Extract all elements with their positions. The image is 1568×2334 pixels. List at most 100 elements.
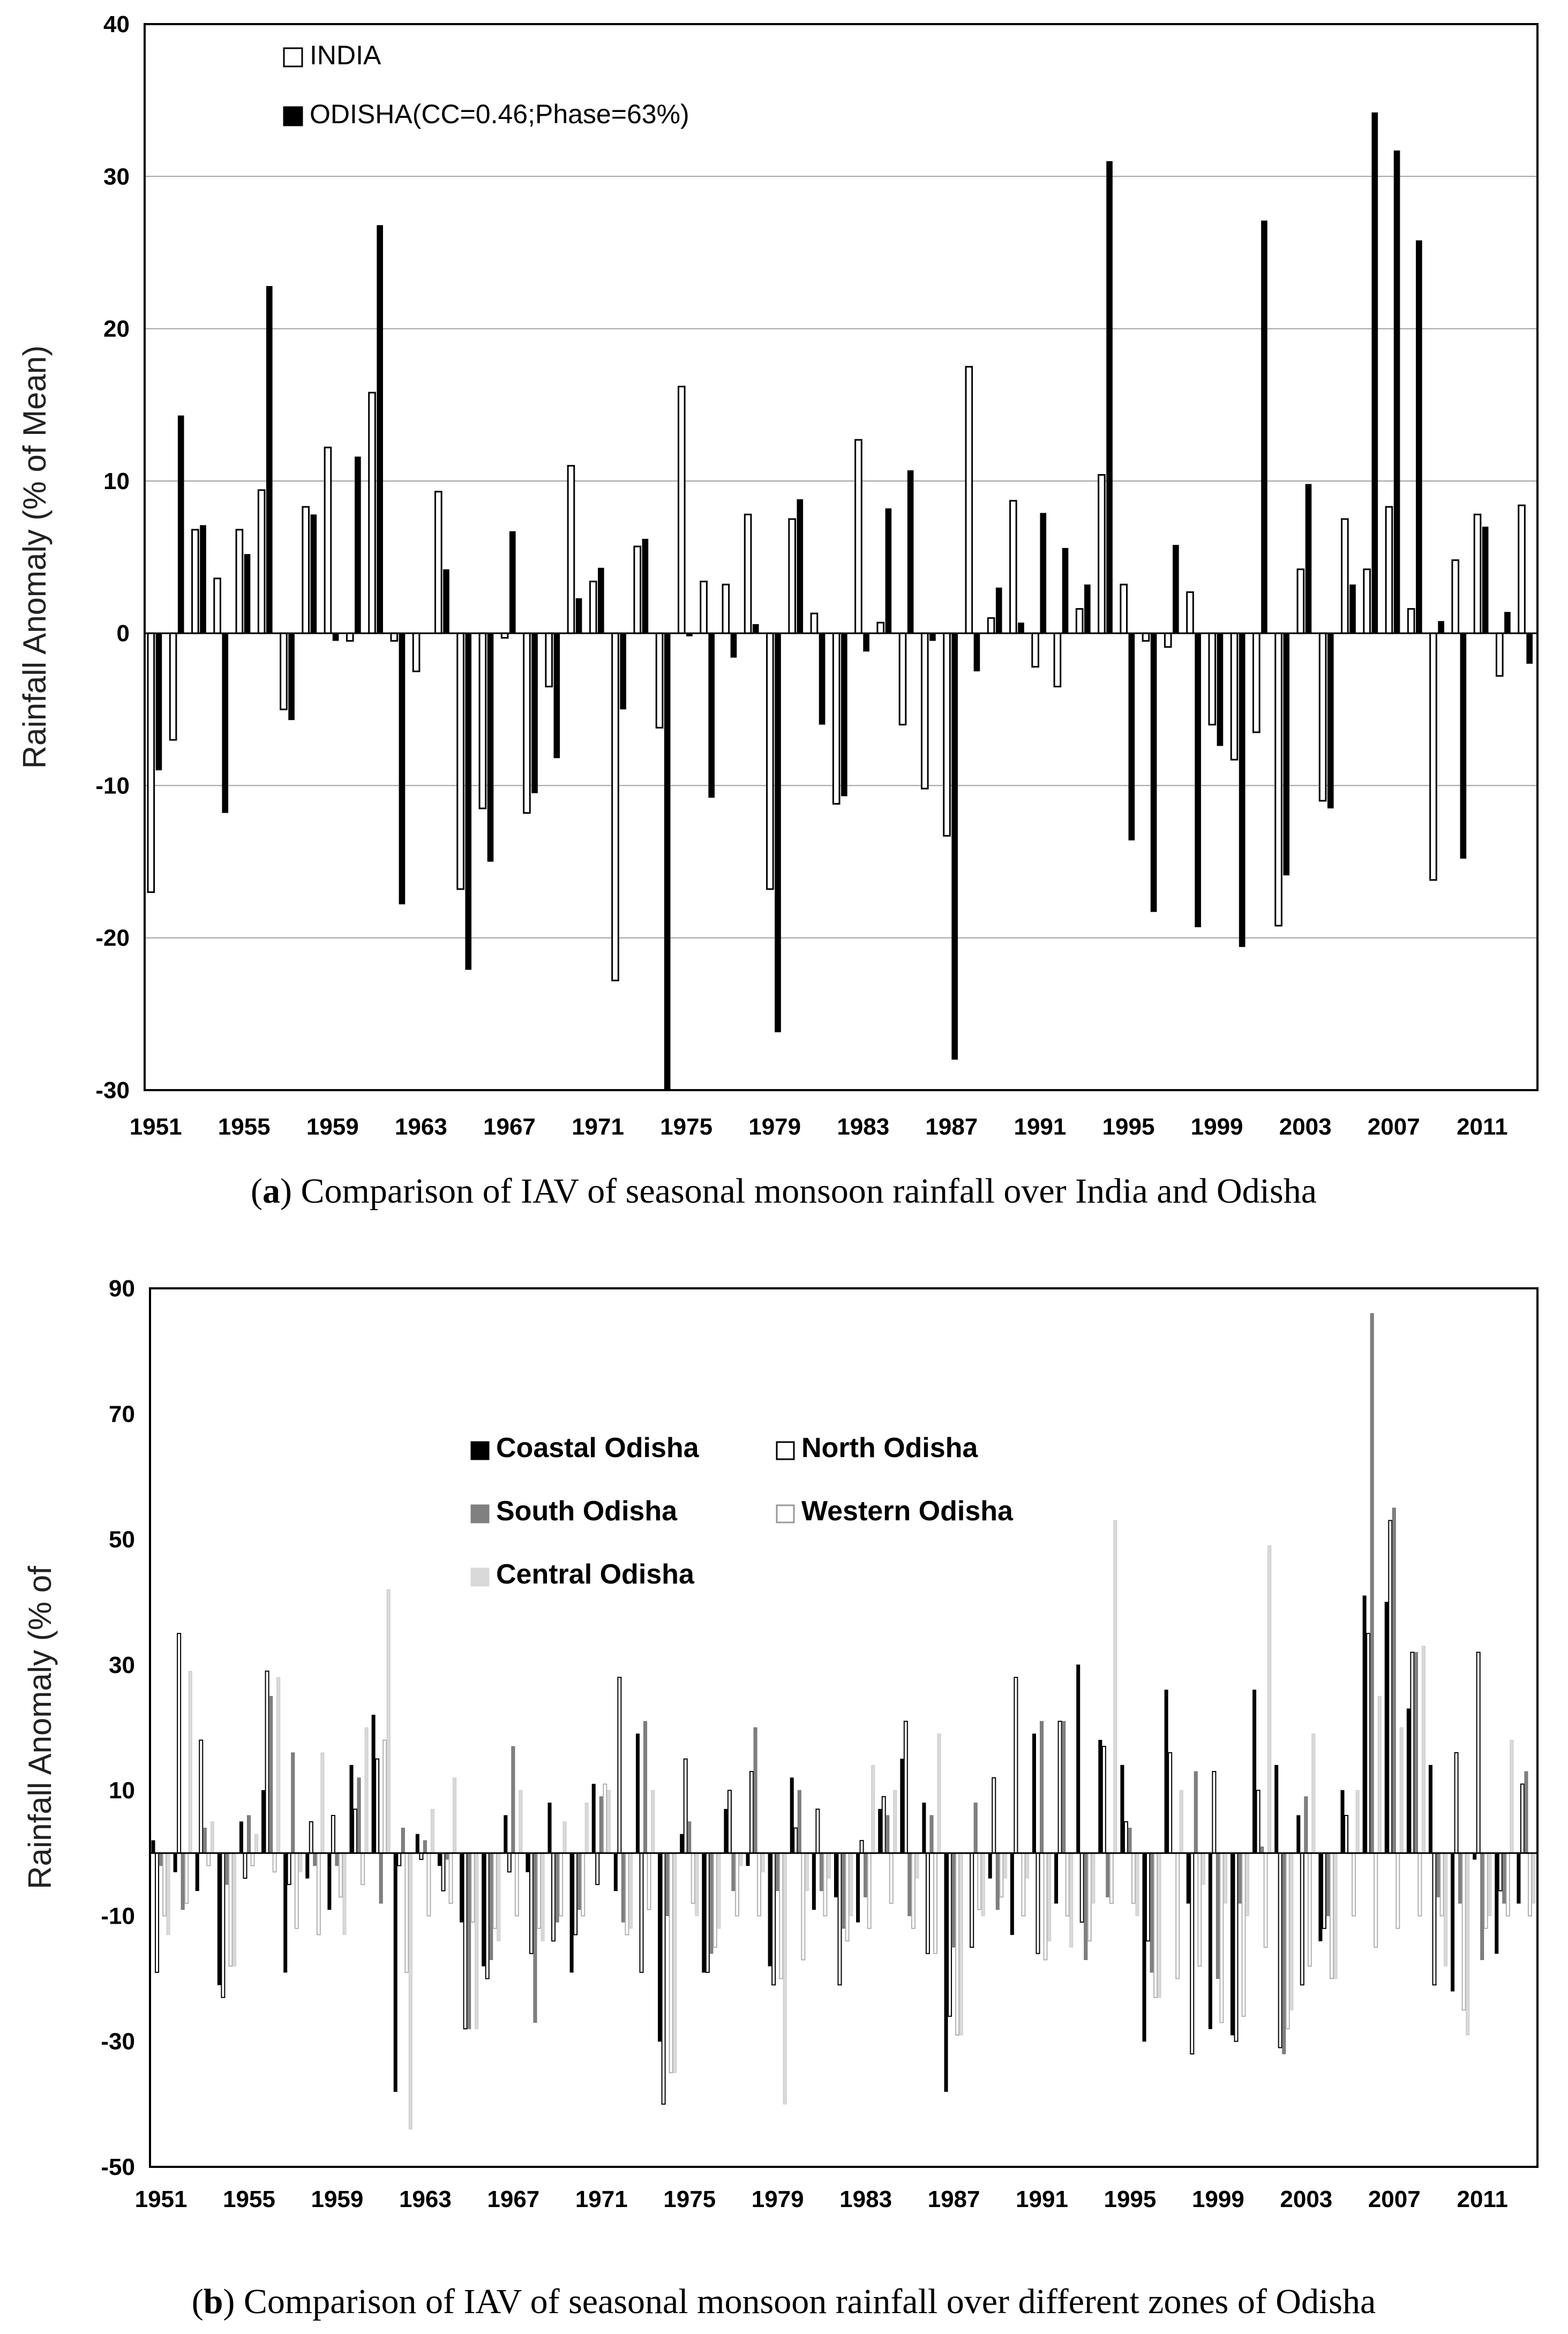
bar-north-odisha-1961 [375,1758,380,1854]
bar-coastal-odisha-1997 [1164,1690,1168,1853]
bar-coastal-odisha-2001 [1252,1690,1257,1853]
bar-india-1962 [390,632,399,642]
bar-south-odisha-1967 [511,1746,515,1853]
bar-central-odisha-1981 [827,1852,831,1879]
bar-coastal-odisha-1966 [482,1852,486,1967]
bar-western-odisha-2011 [1483,1852,1488,1929]
bar-north-odisha-1965 [463,1852,468,2030]
bar-coastal-odisha-1980 [790,1777,794,1853]
x-tick-label: 1955 [223,2186,275,2212]
bar-odisha-cc-0-46-phase-63-1957 [288,633,295,721]
bar-central-odisha-1972 [628,1852,633,1929]
x-tick-label: 2003 [1279,1114,1332,1140]
bar-south-odisha-2004 [1326,1852,1330,1916]
bar-north-odisha-2005 [1344,1815,1349,1854]
bar-western-odisha-1960 [361,1852,365,1885]
bar-south-odisha-1954 [224,1852,229,1885]
bar-coastal-odisha-2012 [1495,1852,1499,1954]
bar-coastal-odisha-1979 [768,1852,772,1967]
bar-western-odisha-1973 [647,1852,651,1910]
bar-central-odisha-1969 [562,1821,567,1853]
bar-india-1980 [788,518,796,634]
bar-central-odisha-1957 [298,1852,303,1872]
bar-south-odisha-1972 [621,1852,625,1923]
bar-western-odisha-1952 [184,1852,189,1904]
chart-a-legend: INDIA ODISHA(CC=0.46;Phase=63%) [283,40,689,129]
bar-india-1976 [700,580,708,634]
y-tick-label: -10 [101,1903,135,1929]
bar-odisha-cc-0-46-phase-63-1974 [664,633,671,1090]
bar-western-odisha-1976 [712,1852,717,1948]
bar-coastal-odisha-2006 [1362,1595,1367,1853]
bar-odisha-cc-0-46-phase-63-2003 [1305,484,1312,634]
bar-western-odisha-1981 [823,1852,828,1917]
bar-odisha-cc-0-46-phase-63-1955 [244,554,251,634]
bar-india-2004 [1318,632,1327,802]
bar-coastal-odisha-1986 [922,1803,926,1853]
bar-western-odisha-1998 [1197,1852,1202,1967]
chart-b-y-axis-label: Rainfall Anomaly (% of [22,1566,58,1889]
bar-odisha-cc-0-46-phase-63-1966 [487,633,494,862]
x-tick-label: 1959 [311,2186,363,2212]
bar-south-odisha-1975 [687,1821,692,1853]
bar-coastal-odisha-1993 [1076,1664,1081,1853]
x-tick-label: 1975 [660,1114,712,1140]
bar-odisha-cc-0-46-phase-63-1951 [155,633,162,770]
bar-south-odisha-1960 [357,1777,361,1853]
bar-odisha-cc-0-46-phase-63-1995 [1128,633,1135,840]
bar-western-odisha-2007 [1396,1852,1400,1929]
bar-north-odisha-1952 [177,1633,182,1854]
bar-south-odisha-1995 [1128,1827,1132,1853]
bar-western-odisha-2005 [1352,1852,1356,1917]
bar-central-odisha-1986 [937,1733,941,1853]
bar-north-odisha-1963 [419,1852,424,1860]
bar-coastal-odisha-1996 [1142,1852,1146,2042]
bar-western-odisha-1988 [977,1852,982,1910]
bar-coastal-odisha-1972 [613,1852,618,1892]
bar-coastal-odisha-1956 [261,1790,266,1853]
bar-western-odisha-1957 [294,1852,299,1929]
legend-swatch [776,1504,795,1524]
bar-central-odisha-1968 [541,1852,545,1941]
bar-odisha-cc-0-46-phase-63-1953 [200,525,206,634]
bar-south-odisha-2013 [1524,1771,1528,1853]
bar-south-odisha-2003 [1304,1796,1308,1853]
bar-central-odisha-1953 [210,1821,214,1853]
bar-north-odisha-1999 [1212,1771,1217,1854]
bar-south-odisha-1980 [797,1790,801,1853]
bar-odisha-cc-0-46-phase-63-2001 [1261,220,1267,634]
bar-coastal-odisha-2009 [1428,1765,1432,1853]
bar-coastal-odisha-1962 [393,1852,397,2092]
bar-odisha-cc-0-46-phase-63-2005 [1349,584,1356,634]
legend-label: South Odisha [496,1496,678,1527]
bar-coastal-odisha-1975 [680,1834,684,1853]
bar-india-1992 [1053,632,1062,688]
bar-coastal-odisha-1959 [327,1852,332,1910]
bar-central-odisha-1983 [871,1765,875,1853]
bar-north-odisha-1973 [639,1852,644,1973]
x-tick-label: 1971 [575,2186,628,2212]
bar-western-odisha-2012 [1505,1852,1510,1917]
bar-coastal-odisha-1957 [283,1852,288,1973]
bar-central-odisha-1959 [342,1852,347,1935]
bar-western-odisha-1966 [492,1852,497,1929]
bar-odisha-cc-0-46-phase-63-1981 [819,633,826,725]
bar-central-odisha-1967 [519,1790,523,1853]
bar-central-odisha-1978 [761,1852,765,1872]
bar-south-odisha-1993 [1084,1852,1088,1960]
chart-a-bars [147,112,1533,1090]
x-tick-label: 1991 [1016,2186,1068,2212]
x-tick-label: 2007 [1368,1114,1420,1140]
bar-north-odisha-1964 [441,1852,446,1892]
bar-india-1971 [589,580,597,634]
caption-text: ) Comparison of IAV of seasonal monsoon … [223,2282,1376,2321]
bar-odisha-cc-0-46-phase-63-1993 [1084,584,1091,634]
bar-western-odisha-1983 [867,1852,872,1929]
bar-india-2012 [1495,632,1504,677]
bar-south-odisha-1953 [202,1827,207,1853]
chart-a-caption: (a) Comparison of IAV of seasonal monsoo… [251,1172,1317,1211]
bar-western-odisha-1982 [845,1852,850,1942]
bar-india-1960 [346,632,354,642]
bar-coastal-odisha-2010 [1451,1852,1455,1992]
bar-central-odisha-2005 [1355,1790,1360,1853]
